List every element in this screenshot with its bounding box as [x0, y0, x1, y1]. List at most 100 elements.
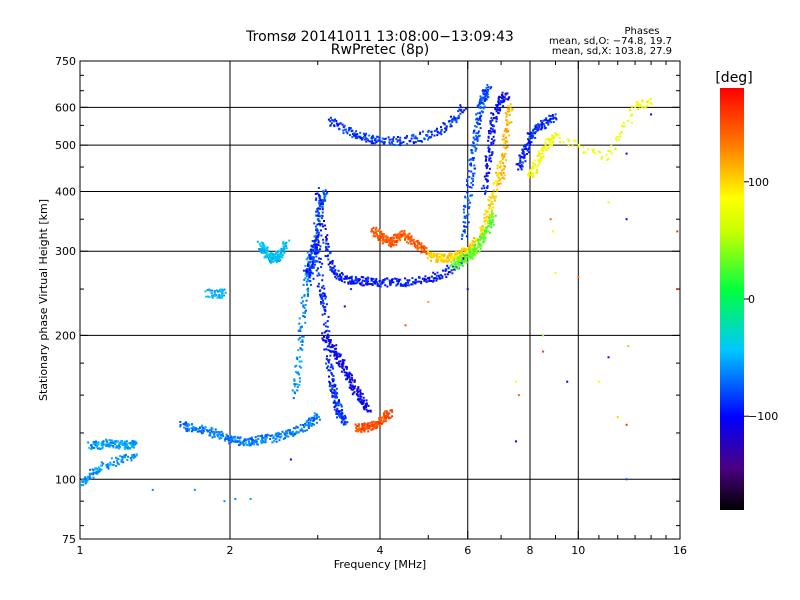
echo-point	[319, 224, 322, 227]
echo-point	[356, 391, 359, 394]
echo-point	[417, 139, 420, 142]
echo-point	[366, 283, 369, 286]
echo-point	[112, 445, 115, 447]
echo-point	[384, 418, 387, 421]
echo-point	[216, 290, 219, 293]
echo-point	[544, 143, 547, 146]
echo-point	[282, 240, 285, 243]
echo-point	[131, 455, 134, 458]
echo-point	[264, 256, 267, 259]
echo-point	[358, 398, 361, 400]
echo-point	[334, 269, 337, 272]
echo-point	[115, 456, 117, 459]
echo-point	[487, 222, 490, 225]
echo-point	[273, 258, 276, 261]
echo-point	[479, 99, 482, 102]
echo-point	[551, 144, 553, 146]
echo-point	[335, 394, 338, 397]
echo-point	[606, 158, 609, 161]
echo-point	[313, 423, 316, 426]
echo-point	[482, 241, 485, 244]
echo-point	[376, 283, 379, 286]
echo-point	[179, 424, 182, 426]
echo-point	[121, 459, 124, 462]
echo-point	[307, 267, 310, 270]
echo-point	[439, 274, 442, 277]
echo-point	[452, 268, 455, 271]
echo-point	[404, 236, 407, 239]
echo-point	[365, 277, 368, 280]
echo-point	[459, 254, 462, 257]
echo-point	[134, 455, 137, 458]
echo-point	[105, 443, 108, 446]
echo-point	[467, 251, 470, 254]
echo-point	[486, 180, 489, 183]
echo-point	[337, 410, 340, 413]
echo-point	[492, 218, 494, 221]
echo-point	[568, 139, 570, 142]
echo-point	[97, 466, 100, 469]
echo-point	[327, 315, 330, 318]
echo-point	[330, 269, 333, 272]
echo-point	[450, 118, 453, 121]
echo-point	[350, 381, 353, 384]
echo-point	[502, 98, 505, 101]
echo-point	[460, 258, 462, 261]
echo-point	[100, 461, 103, 464]
echo-point	[522, 150, 525, 153]
echo-point	[309, 283, 312, 286]
echo-point	[301, 429, 303, 432]
echo-point	[549, 218, 552, 221]
echo-point	[123, 442, 126, 445]
echo-point	[500, 173, 503, 176]
echo-point	[456, 260, 459, 263]
echo-point	[469, 256, 472, 258]
echo-point	[548, 114, 551, 117]
echo-point	[618, 133, 621, 136]
echo-point	[115, 465, 118, 467]
echo-point	[357, 387, 360, 390]
echo-point	[486, 185, 489, 188]
echo-point	[441, 260, 444, 263]
echo-point	[259, 250, 262, 253]
echo-point	[84, 480, 87, 482]
echo-point	[552, 140, 555, 143]
echo-point	[353, 379, 356, 382]
echo-point	[281, 256, 284, 259]
echo-point	[519, 165, 521, 167]
echo-point	[210, 428, 213, 431]
echo-point	[316, 231, 318, 233]
echo-point	[481, 111, 484, 113]
echo-point	[504, 147, 507, 150]
echo-point	[607, 356, 610, 359]
echo-point	[517, 163, 520, 166]
echo-point	[315, 197, 318, 200]
echo-point	[465, 235, 468, 238]
echo-point	[370, 428, 373, 431]
echo-point	[340, 412, 343, 415]
echo-point	[309, 253, 312, 256]
echo-point	[449, 123, 452, 126]
echo-point	[321, 304, 324, 307]
echo-point	[369, 426, 372, 429]
echo-point	[260, 440, 262, 443]
echo-point	[625, 218, 628, 221]
echo-point	[95, 471, 98, 473]
echo-point	[375, 426, 378, 429]
echo-point	[457, 267, 460, 270]
echo-point	[286, 432, 289, 435]
echo-point	[488, 224, 491, 227]
echo-point	[444, 268, 447, 271]
echo-point	[408, 236, 411, 239]
echo-point	[314, 198, 317, 201]
echo-point	[328, 339, 331, 341]
echo-point	[325, 325, 327, 328]
echo-point	[315, 228, 318, 231]
echo-point	[284, 433, 286, 435]
echo-point	[534, 132, 537, 135]
echo-point	[485, 167, 488, 170]
echo-point	[381, 141, 384, 144]
echo-point	[479, 226, 482, 229]
echo-point	[494, 180, 497, 183]
